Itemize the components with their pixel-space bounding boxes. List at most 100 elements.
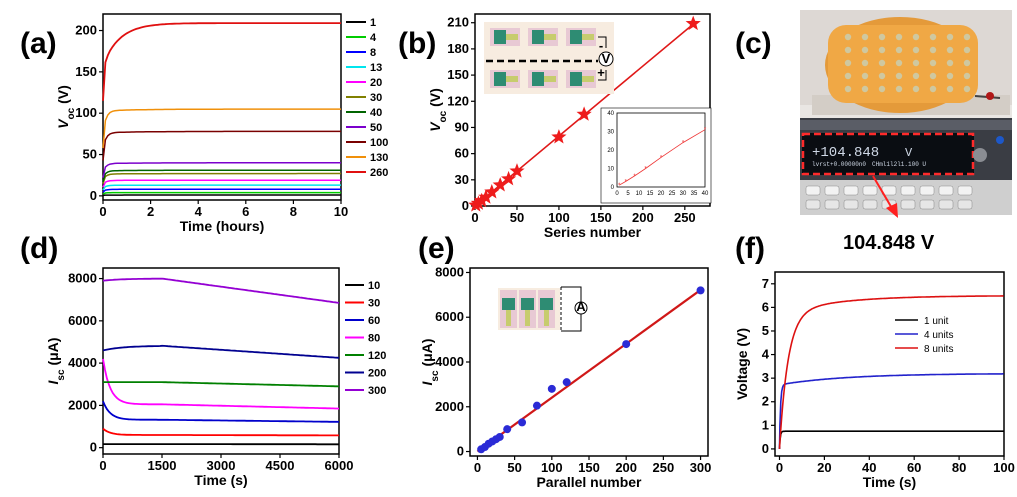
- inset-point-b: *: [633, 174, 636, 180]
- x-tick-label-b: 0: [471, 210, 478, 225]
- electrode-dot: [878, 46, 886, 54]
- data-point-e: [622, 340, 631, 349]
- device-electrodes: [844, 33, 971, 93]
- electrode-dot: [912, 46, 920, 54]
- panel-label-a: (a): [20, 27, 57, 60]
- electrode-dot: [912, 72, 920, 80]
- data-point-b: [492, 177, 508, 192]
- electrode-dot: [844, 85, 852, 93]
- plot-frame-a: [102, 13, 342, 201]
- schematic-voltmeter-b: [598, 51, 614, 67]
- schematic-ammeter-label-e: A: [576, 299, 586, 314]
- electrode-dot: [895, 72, 903, 80]
- x-tick-label-e: 100: [541, 460, 563, 475]
- data-point-b: [551, 129, 567, 144]
- meter-key: [805, 199, 821, 210]
- schematic-ammeter-e: [574, 301, 588, 315]
- x-tick-label-f: 60: [907, 460, 921, 475]
- y-tick-label-e: 4000: [435, 354, 464, 369]
- data-point-e: [532, 401, 541, 410]
- schematic-bridge-b: [582, 76, 594, 82]
- x-tick-label-b: 250: [674, 210, 696, 225]
- schematic-minus-b: -: [599, 38, 603, 53]
- electrode-dot: [912, 85, 920, 93]
- x-tick-label-f: 0: [776, 460, 783, 475]
- series-line-d-120: [103, 381, 340, 388]
- electrode-dot: [946, 59, 954, 67]
- electrode-dot: [946, 85, 954, 93]
- y-tick-label-f: 2: [762, 394, 769, 409]
- inset-y-tick-label-b: 20: [607, 148, 614, 154]
- y-tick-label-d: 6000: [68, 313, 97, 328]
- electrode-dot: [844, 72, 852, 80]
- y-tick-label-e: 0: [457, 444, 464, 459]
- y-tick-label-f: 5: [762, 323, 769, 338]
- x-tick-label-e: 0: [474, 460, 481, 475]
- electrode-dot: [963, 59, 971, 67]
- schematic-electrode-b: [570, 30, 582, 44]
- y-axis-title-f: Voltage (V): [734, 328, 750, 400]
- y-tick-label-d: 0: [90, 440, 97, 455]
- x-tick-label-f: 40: [862, 460, 876, 475]
- electrode-dot: [861, 85, 869, 93]
- data-point-e: [547, 384, 556, 393]
- electrode-dot: [929, 72, 937, 80]
- electrode-dot: [929, 33, 937, 41]
- electrode-dot: [878, 85, 886, 93]
- legend-label-a-4: 4: [370, 32, 377, 44]
- meter-key: [919, 185, 935, 196]
- meter-unit: V: [905, 146, 913, 160]
- x-tick-label-e: 200: [615, 460, 637, 475]
- series-line-a-13: [102, 184, 341, 191]
- inset-x-tick-label-b: 0: [615, 191, 619, 197]
- series-line-a-30: [102, 172, 341, 184]
- electrode-dot: [946, 72, 954, 80]
- inset-x-tick-label-b: 20: [658, 191, 665, 197]
- meter-display: [802, 133, 974, 175]
- schematic-wire-b: [598, 36, 607, 81]
- y-tick-label-f: 1: [762, 417, 769, 432]
- y-tick-label-d: 8000: [68, 271, 97, 286]
- schematic-wire-e: [561, 286, 582, 332]
- schematic-electrode-e: [502, 298, 515, 310]
- y-tick-label-b: 150: [447, 67, 469, 82]
- inset-point-b: *: [625, 179, 628, 185]
- chart-d: 0 1500 3000 4500 6000 0 2000 4000 6000 8000 Time (…: [45, 267, 386, 488]
- series-line-a-260: [102, 22, 341, 101]
- legend-label-d-80: 80: [368, 333, 380, 345]
- schematic-electrode-b: [570, 72, 582, 86]
- x-tick-label-f: 20: [817, 460, 831, 475]
- inset-point-b: *: [618, 183, 621, 189]
- electrode-dot: [895, 46, 903, 54]
- meter-key: [938, 185, 954, 196]
- meter-knob: [973, 148, 987, 162]
- panel-label-d: (d): [20, 232, 58, 265]
- x-tick-label-e: 50: [507, 460, 521, 475]
- y-tick-label-f: 4: [762, 347, 770, 362]
- electrode-dot: [929, 85, 937, 93]
- y-tick-label-b: 180: [447, 41, 469, 56]
- y-tick-label-b: 90: [455, 119, 469, 134]
- schematic-electrode-b: [494, 30, 506, 44]
- legend-label-f: 8 units: [924, 344, 953, 355]
- rolled-device-body: [828, 25, 978, 103]
- electrode-dot: [861, 72, 869, 80]
- legend-label-f: 1 unit: [924, 316, 949, 327]
- schematic-bridge-b: [544, 76, 556, 82]
- inset-y-tick-label-b: 30: [607, 130, 614, 136]
- data-point-e: [696, 286, 705, 295]
- inset-y-tick-label-b: 10: [607, 167, 614, 173]
- schematic-bridge-b: [544, 34, 556, 40]
- x-axis-title-e: Parallel number: [536, 474, 642, 490]
- inset-x-tick-label-b: 40: [702, 191, 709, 197]
- meter-key: [843, 199, 859, 210]
- schematic-electrode-b: [532, 30, 544, 44]
- meter-led: [996, 136, 1004, 144]
- series-line-a-50: [102, 162, 341, 178]
- meter-key: [862, 185, 878, 196]
- inset-x-tick-label-b: 35: [691, 191, 698, 197]
- y-tick-label-a: 50: [83, 147, 97, 162]
- legend-label-a-40: 40: [370, 107, 382, 119]
- meter-caption: 104.848 V: [843, 232, 935, 254]
